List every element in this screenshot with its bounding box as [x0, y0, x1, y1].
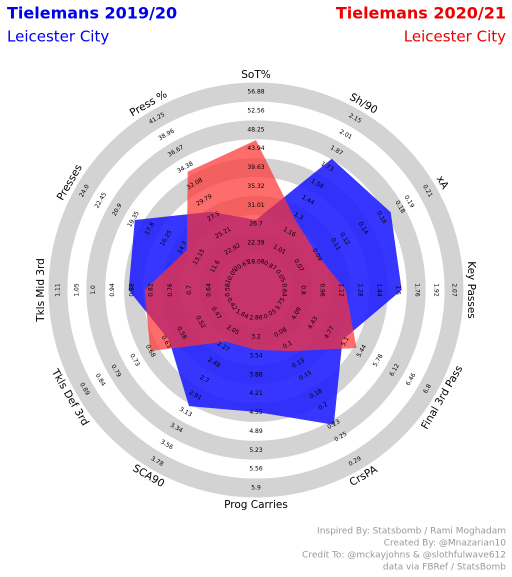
tick-label: 2.01 — [338, 128, 353, 141]
series-title: Tielemans 2019/20 — [7, 4, 177, 23]
grid-ring — [48, 82, 464, 498]
tick-label: 5.23 — [249, 447, 263, 454]
tick-label: 6.8 — [422, 383, 433, 395]
tick-label: 48.25 — [247, 126, 264, 133]
tick-label: 38.96 — [157, 127, 176, 142]
credit-line: Created By: @Mnazarian10 — [384, 539, 507, 549]
tick-label: 56.88 — [247, 89, 264, 96]
tick-label: 31.01 — [247, 202, 264, 209]
tick-label: 0.84 — [94, 372, 107, 387]
tick-label: 0.58 — [225, 283, 232, 297]
tick-label: 26.7 — [249, 221, 263, 228]
tick-label: 2.86 — [249, 315, 263, 322]
tick-label: 3.56 — [159, 438, 174, 451]
tick-label: 1.28 — [357, 283, 364, 297]
tick-label: 22.39 — [247, 240, 264, 247]
tick-label: 0.1 — [282, 339, 294, 350]
credits: Inspired By: Statsbomb / Rami Moghadam Cr… — [302, 527, 506, 573]
credit-line: Credit To: @mckayjohns & @slothfulwave61… — [302, 551, 506, 561]
tick-label: 5.1 — [340, 336, 351, 348]
tick-label: 0.64 — [281, 283, 288, 297]
tick-label: 22.45 — [94, 191, 109, 210]
tick-label: 1.6 — [395, 285, 402, 295]
parameter-label: Tkls Mid 3rd — [35, 258, 47, 323]
tick-label: 39.63 — [247, 164, 264, 171]
grid-ring — [86, 120, 426, 460]
tick-label: 52.56 — [247, 107, 264, 114]
tick-label: 5.56 — [249, 465, 263, 472]
series-area — [144, 140, 357, 352]
tick-label: 0.94 — [109, 283, 116, 297]
tick-label: 1.0 — [90, 285, 97, 295]
tick-label: 2.07 — [451, 283, 458, 297]
tick-label: 5.78 — [372, 353, 385, 368]
tick-label: 1.11 — [55, 283, 62, 297]
tick-label: 3.13 — [178, 406, 193, 419]
credit-line: Inspired By: Statsbomb / Rami Moghadam — [317, 527, 506, 537]
tick-label: 0.82 — [148, 283, 155, 297]
credit-line: data via FBRef / StatsBomb — [383, 563, 506, 573]
tick-label: 1.44 — [376, 283, 383, 297]
tick-label: 1.05 — [74, 283, 81, 297]
tick-label: 1.92 — [433, 283, 440, 297]
tick-label: 6.46 — [405, 372, 418, 387]
tick-label: 18.08 — [247, 259, 264, 266]
tick-label: 5.9 — [251, 485, 261, 492]
tick-label: 0.73 — [128, 353, 141, 368]
tick-label: 0.7 — [186, 285, 193, 295]
tick-label: 4.21 — [249, 390, 263, 397]
series-subtitle: Leicester City — [404, 28, 506, 46]
series-title: Tielemans 2020/21 — [336, 4, 506, 23]
tick-label: 3.88 — [249, 372, 263, 379]
parameter-label: Key Passes — [465, 261, 477, 319]
tick-label: 0.96 — [319, 283, 326, 297]
tick-label: 0.8 — [300, 285, 307, 295]
polygons — [128, 140, 402, 425]
tick-label: 43.94 — [247, 145, 264, 152]
tick-label: 1.3 — [293, 211, 305, 222]
tick-label: 2.7 — [198, 374, 210, 385]
series-subtitle: Leicester City — [7, 28, 109, 46]
tick-label: 4.89 — [249, 428, 263, 435]
tick-label: 0.88 — [128, 283, 135, 297]
tick-label: 35.32 — [247, 183, 264, 190]
parameter-label: SoT% — [241, 69, 271, 81]
parameter-label: Prog Carries — [224, 499, 288, 511]
tick-label: 4.55 — [249, 409, 263, 416]
tick-label: 3.2 — [251, 334, 261, 341]
tick-label: 0.76 — [167, 283, 174, 297]
tick-label: 1.76 — [414, 283, 421, 297]
tick-label: 0.2 — [317, 401, 329, 412]
tick-label: 0.64 — [205, 283, 212, 297]
tick-label: 1.12 — [338, 283, 345, 297]
tick-label: 3.54 — [249, 353, 263, 360]
